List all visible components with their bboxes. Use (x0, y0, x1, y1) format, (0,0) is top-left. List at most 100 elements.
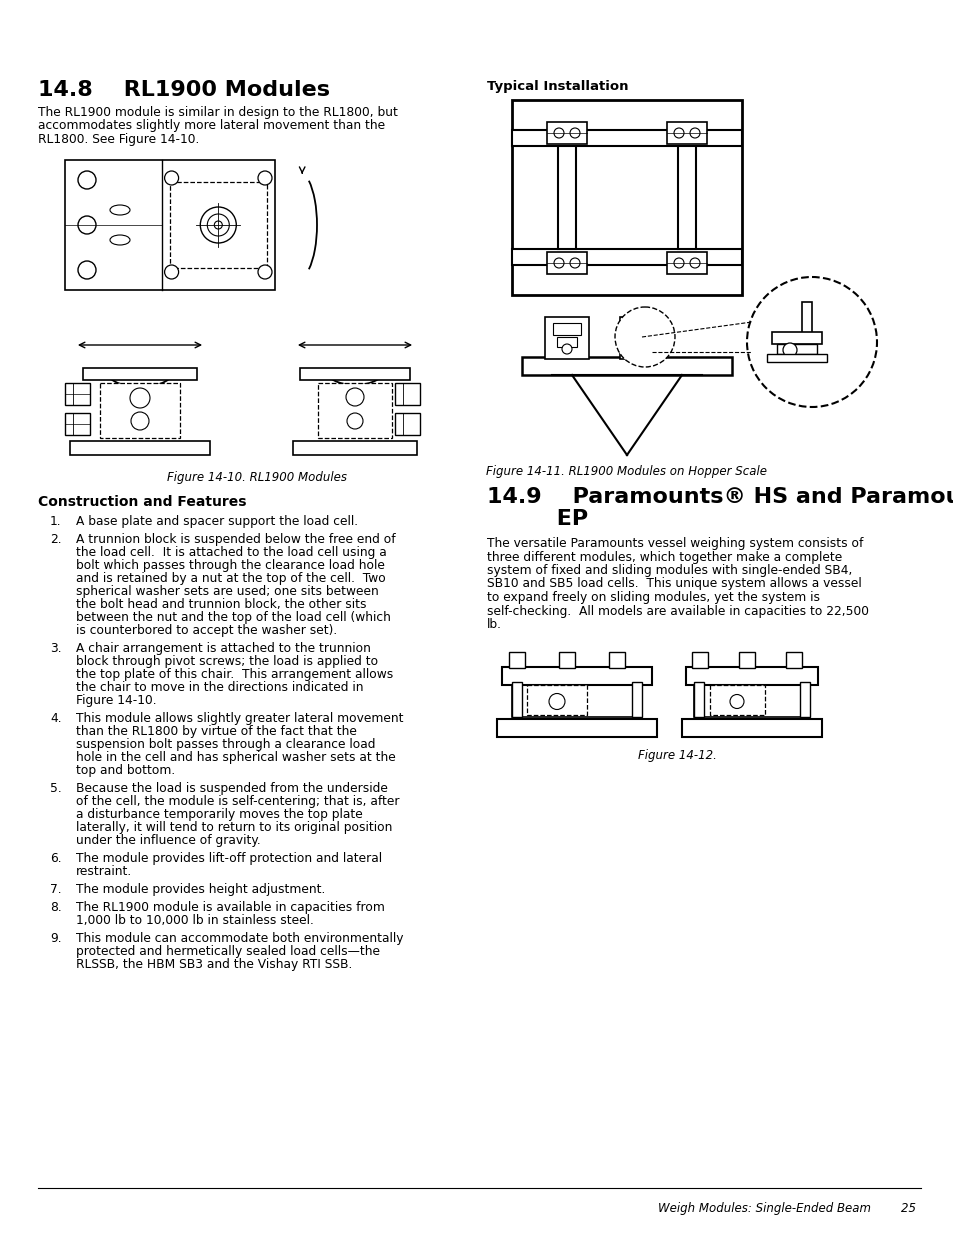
Circle shape (554, 128, 563, 138)
Text: 9.: 9. (50, 932, 62, 945)
Text: 4.: 4. (50, 713, 62, 725)
Bar (317, 383, 392, 438)
Text: accommodates slightly more lateral movement than the: accommodates slightly more lateral movem… (38, 120, 385, 132)
Bar (666, 122, 706, 144)
Bar (299, 368, 410, 380)
Circle shape (561, 345, 572, 354)
Text: 2.: 2. (50, 534, 62, 546)
Text: between the nut and the top of the load cell (which: between the nut and the top of the load … (76, 611, 391, 624)
Bar (558, 146, 576, 249)
Bar (739, 652, 754, 667)
Bar (546, 252, 586, 274)
Bar (608, 652, 624, 667)
Text: lb.: lb. (486, 618, 501, 631)
Bar (693, 682, 703, 716)
Bar (771, 332, 821, 345)
Bar (553, 324, 580, 335)
Bar (501, 667, 651, 684)
Bar (512, 130, 741, 146)
Text: spherical washer sets are used; one sits between: spherical washer sets are used; one sits… (76, 585, 378, 598)
Bar (70, 441, 210, 454)
Bar (65, 383, 90, 405)
Circle shape (257, 170, 272, 185)
Text: Figure 14-11. RL1900 Modules on Hopper Scale: Figure 14-11. RL1900 Modules on Hopper S… (486, 466, 767, 478)
Text: Figure 14-10.: Figure 14-10. (76, 694, 156, 706)
Text: to expand freely on sliding modules, yet the system is: to expand freely on sliding modules, yet… (486, 592, 820, 604)
Circle shape (673, 128, 683, 138)
Bar (691, 652, 707, 667)
Circle shape (637, 345, 646, 354)
Text: system of fixed and sliding modules with single-ended SB4,: system of fixed and sliding modules with… (486, 564, 851, 577)
Text: 1,000 lb to 10,000 lb in stainless steel.: 1,000 lb to 10,000 lb in stainless steel… (76, 914, 314, 927)
Bar (631, 682, 641, 716)
Text: laterally, it will tend to return to its original position: laterally, it will tend to return to its… (76, 821, 392, 834)
Bar (395, 412, 419, 435)
Circle shape (673, 258, 683, 268)
Text: This module allows slightly greater lateral movement: This module allows slightly greater late… (76, 713, 403, 725)
Text: the bolt head and trunnion block, the other sits: the bolt head and trunnion block, the ot… (76, 598, 366, 611)
Bar (666, 252, 706, 274)
Text: 3.: 3. (50, 642, 62, 655)
Bar (627, 324, 656, 335)
Text: This module can accommodate both environmentally: This module can accommodate both environ… (76, 932, 403, 945)
Bar (512, 249, 741, 266)
Bar (521, 357, 731, 375)
Text: Figure 14-12.: Figure 14-12. (637, 748, 716, 762)
Bar (170, 182, 267, 268)
Text: 7.: 7. (50, 883, 62, 897)
Text: protected and hermetically sealed load cells—the: protected and hermetically sealed load c… (76, 945, 379, 958)
Text: under the influence of gravity.: under the influence of gravity. (76, 834, 260, 847)
Circle shape (689, 258, 700, 268)
Text: is counterbored to accept the washer set).: is counterbored to accept the washer set… (76, 624, 337, 637)
Bar (65, 412, 90, 435)
Text: 1.: 1. (50, 515, 62, 529)
Text: Construction and Features: Construction and Features (38, 495, 246, 509)
Text: the load cell.  It is attached to the load cell using a: the load cell. It is attached to the loa… (76, 546, 386, 559)
Bar (766, 354, 826, 362)
Text: a disturbance temporarily moves the top plate: a disturbance temporarily moves the top … (76, 808, 362, 821)
Bar (557, 337, 577, 347)
Bar (65, 161, 274, 290)
Circle shape (200, 207, 236, 243)
Circle shape (569, 258, 579, 268)
Bar (544, 317, 588, 359)
Bar (685, 667, 817, 684)
Text: 14.9    Paramounts® HS and Paramounts®: 14.9 Paramounts® HS and Paramounts® (486, 487, 953, 508)
Circle shape (346, 388, 364, 406)
Bar (681, 719, 821, 736)
Text: RLSSB, the HBM SB3 and the Vishay RTI SSB.: RLSSB, the HBM SB3 and the Vishay RTI SS… (76, 958, 352, 971)
Text: hole in the cell and has spherical washer sets at the: hole in the cell and has spherical washe… (76, 751, 395, 764)
Bar (800, 682, 809, 716)
Text: bolt which passes through the clearance load hole: bolt which passes through the clearance … (76, 559, 384, 572)
Text: A trunnion block is suspended below the free end of: A trunnion block is suspended below the … (76, 534, 395, 546)
Text: 6.: 6. (50, 852, 62, 864)
Bar (395, 383, 419, 405)
Circle shape (165, 170, 178, 185)
Text: and is retained by a nut at the top of the cell.  Two: and is retained by a nut at the top of t… (76, 572, 385, 585)
Text: SB10 and SB5 load cells.  This unique system allows a vessel: SB10 and SB5 load cells. This unique sys… (486, 578, 861, 590)
Ellipse shape (110, 205, 130, 215)
Circle shape (615, 308, 675, 367)
Bar (497, 719, 657, 736)
Circle shape (548, 694, 564, 709)
Text: Figure 14-10. RL1900 Modules: Figure 14-10. RL1900 Modules (168, 471, 347, 484)
Circle shape (214, 221, 222, 228)
Bar (512, 682, 641, 716)
Text: Typical Installation: Typical Installation (486, 80, 628, 93)
Bar (526, 684, 586, 715)
Text: EP: EP (486, 509, 587, 529)
Bar (293, 441, 416, 454)
Bar (693, 682, 809, 716)
Bar (678, 146, 696, 249)
Text: the top plate of this chair.  This arrangement allows: the top plate of this chair. This arrang… (76, 668, 393, 680)
Circle shape (782, 343, 796, 357)
Circle shape (207, 214, 229, 236)
Circle shape (130, 388, 150, 408)
Text: 5.: 5. (50, 782, 62, 795)
Text: The module provides lift-off protection and lateral: The module provides lift-off protection … (76, 852, 382, 864)
Text: RL1800. See Figure 14-10.: RL1800. See Figure 14-10. (38, 133, 199, 146)
Circle shape (554, 258, 563, 268)
Text: The module provides height adjustment.: The module provides height adjustment. (76, 883, 325, 897)
Circle shape (78, 216, 96, 233)
Circle shape (729, 694, 743, 709)
